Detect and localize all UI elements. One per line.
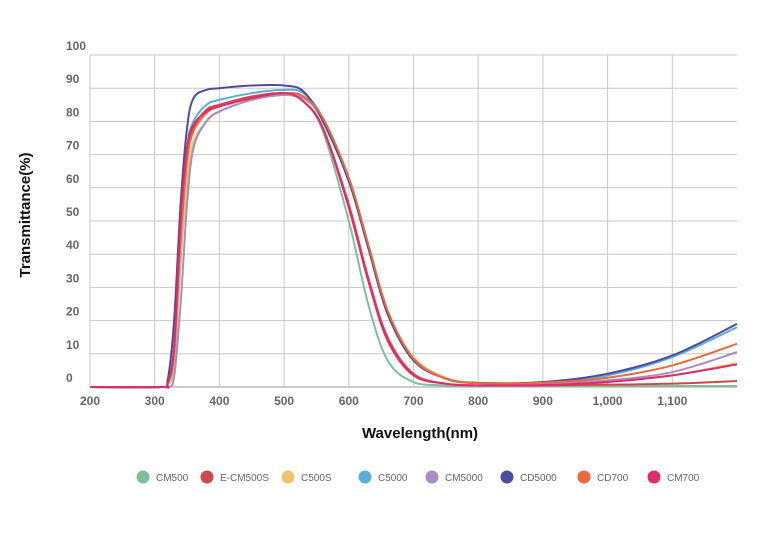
legend-item-cm700: CM700 <box>647 470 700 484</box>
x-tick-label: 900 <box>533 394 553 408</box>
legend-label: C5000 <box>378 473 408 484</box>
legend-item-cd700: CD700 <box>577 470 629 484</box>
x-tick-label: 1,000 <box>593 394 623 408</box>
legend-swatch <box>425 470 439 484</box>
legend-swatch <box>500 470 514 484</box>
legend-item-e-cm500s: E-CM500S <box>200 470 269 484</box>
legend-item-cd5000: CD5000 <box>500 470 557 484</box>
y-tick-label: 80 <box>66 105 80 119</box>
x-tick-label: 1,100 <box>657 394 687 408</box>
y-tick-label: 0 <box>66 371 73 385</box>
legend-label: CM5000 <box>445 473 483 484</box>
y-tick-label: 20 <box>66 305 80 319</box>
x-tick-label: 800 <box>468 394 488 408</box>
y-axis-title: Transmittance(%) <box>17 152 34 277</box>
x-tick-label: 400 <box>209 394 229 408</box>
legend-label: CM500 <box>156 473 189 484</box>
legend-label: CD700 <box>597 473 629 484</box>
x-tick-label: 200 <box>80 394 100 408</box>
x-tick-label: 500 <box>274 394 294 408</box>
y-tick-label: 70 <box>66 139 80 153</box>
legend-label: C500S <box>301 473 332 484</box>
y-tick-label: 50 <box>66 205 80 219</box>
legend-swatch <box>200 470 214 484</box>
x-tick-label: 700 <box>403 394 423 408</box>
legend-item-cm500: CM500 <box>136 470 189 484</box>
y-tick-label: 90 <box>66 72 80 86</box>
x-axis-title: Wavelength(nm) <box>362 425 478 442</box>
legend-label: E-CM500S <box>220 473 269 484</box>
grid <box>89 54 737 388</box>
x-tick-label: 300 <box>145 394 165 408</box>
legend-label: CD5000 <box>520 473 557 484</box>
legend-swatch <box>281 470 295 484</box>
legend-swatch <box>647 470 661 484</box>
x-tick-labels: 200 300 400 500 600 700 800 900 1,000 1,100 <box>80 394 688 408</box>
y-tick-label: 30 <box>66 271 80 285</box>
y-tick-label: 10 <box>66 338 80 352</box>
y-tick-labels: 0 10 20 30 40 50 60 70 80 90 100 <box>66 39 86 385</box>
y-tick-label: 40 <box>66 238 80 252</box>
y-tick-label: 60 <box>66 172 80 186</box>
legend-swatch <box>577 470 591 484</box>
series-line-cm700 <box>89 92 738 389</box>
legend-item-c5000: C5000 <box>358 470 408 484</box>
legend-swatch <box>136 470 150 484</box>
legend-item-cm5000: CM5000 <box>425 470 483 484</box>
y-tick-label: 100 <box>66 39 86 53</box>
legend-label: CM700 <box>667 473 700 484</box>
x-tick-label: 600 <box>339 394 359 408</box>
legend-item-c500s: C500S <box>281 470 332 484</box>
legend: CM500 E-CM500S C500S C5000 CM5000 CD5000 CD700… <box>136 470 700 484</box>
series-lines <box>89 83 738 389</box>
legend-swatch <box>358 470 372 484</box>
